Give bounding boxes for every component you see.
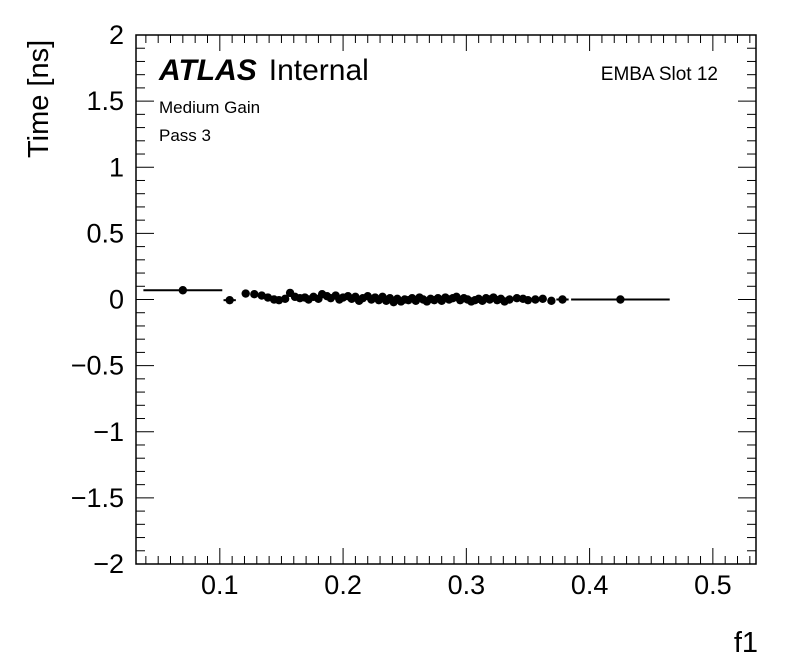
data-marker bbox=[616, 295, 625, 304]
data-point bbox=[531, 295, 540, 304]
tick-labels: 0.1 0.2 0.3 0.4 0.5 −2 −1.5 −1 −0.5 0 0.5 1 1.5 2 bbox=[71, 20, 732, 600]
atlas-label-bold: ATLAS bbox=[158, 54, 257, 87]
data-point bbox=[571, 295, 670, 304]
atlas-label: ATLAS Internal bbox=[158, 54, 369, 87]
data-marker bbox=[250, 290, 259, 299]
data-point bbox=[556, 295, 569, 304]
data-point bbox=[223, 295, 236, 305]
data-point bbox=[512, 293, 522, 303]
data-point bbox=[250, 290, 259, 299]
data-marker bbox=[512, 293, 522, 303]
data-point bbox=[505, 295, 514, 304]
data-marker bbox=[505, 295, 514, 304]
data-marker bbox=[225, 295, 234, 305]
data-point bbox=[523, 295, 533, 305]
data-points bbox=[143, 286, 670, 307]
x-tick-label: 0.5 bbox=[694, 570, 732, 600]
x-axis-title: f1 bbox=[734, 627, 758, 659]
data-marker bbox=[538, 294, 547, 304]
module-label: EMBA Slot 12 bbox=[601, 64, 718, 85]
data-point bbox=[538, 294, 547, 304]
x-tick-label: 0.3 bbox=[448, 570, 486, 600]
y-tick-label: 2 bbox=[109, 20, 124, 50]
x-tick-label: 0.1 bbox=[201, 570, 239, 600]
data-marker bbox=[241, 289, 250, 298]
atlas-label-internal: Internal bbox=[269, 54, 369, 87]
plot-frame bbox=[135, 34, 757, 565]
data-marker bbox=[558, 295, 567, 304]
gain-label: Medium Gain bbox=[159, 98, 260, 117]
y-tick-label: −2 bbox=[93, 549, 124, 579]
y-tick-label: 1 bbox=[109, 152, 124, 182]
x-tick-label: 0.4 bbox=[571, 570, 609, 600]
y-tick-label: 1.5 bbox=[86, 86, 124, 116]
axis-ticks bbox=[136, 34, 756, 565]
y-tick-label: −1.5 bbox=[71, 483, 124, 513]
data-marker bbox=[523, 295, 533, 305]
data-point bbox=[143, 286, 223, 295]
pass-label: Pass 3 bbox=[159, 126, 211, 145]
x-tick-label: 0.2 bbox=[324, 570, 362, 600]
y-tick-label: −0.5 bbox=[71, 351, 124, 381]
data-point bbox=[241, 289, 250, 298]
y-tick-label: 0.5 bbox=[86, 218, 124, 248]
data-marker bbox=[178, 286, 188, 295]
y-axis-title: Time [ns] bbox=[23, 40, 55, 158]
y-tick-label: 0 bbox=[109, 285, 124, 315]
data-marker bbox=[280, 294, 290, 304]
y-tick-label: −1 bbox=[93, 417, 124, 447]
data-point bbox=[547, 296, 556, 306]
data-point bbox=[280, 294, 290, 304]
data-marker bbox=[531, 295, 540, 304]
data-marker bbox=[547, 296, 556, 306]
